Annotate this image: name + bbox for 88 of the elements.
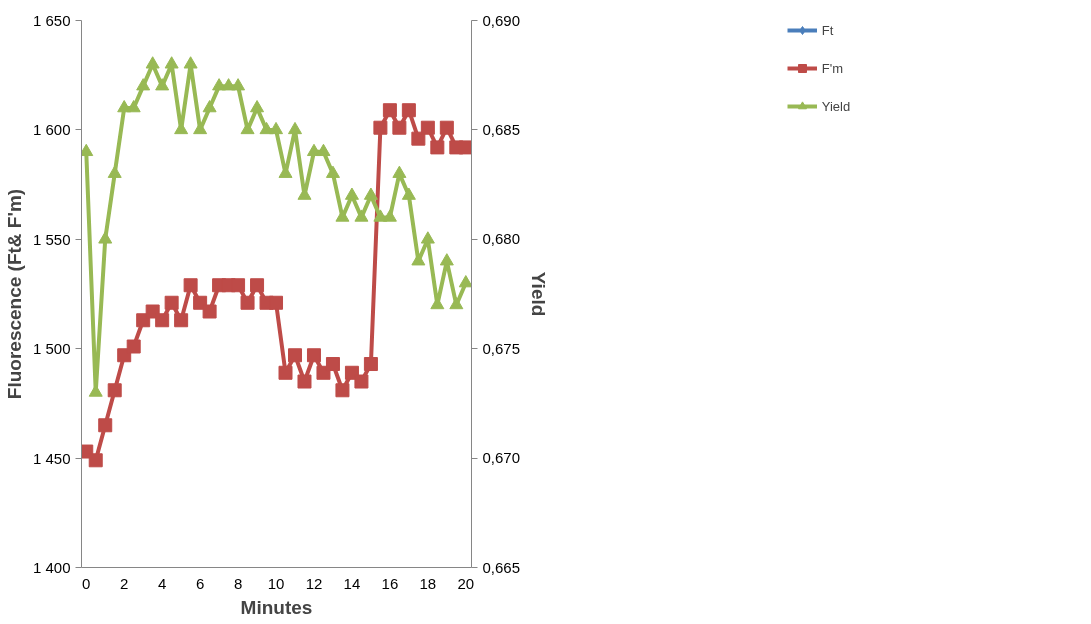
point xyxy=(269,121,284,135)
point xyxy=(107,165,122,178)
x-tick-label: 10 xyxy=(267,574,285,592)
point xyxy=(240,121,255,135)
point xyxy=(126,100,141,113)
point xyxy=(202,304,217,319)
point xyxy=(250,100,265,113)
point xyxy=(231,78,246,91)
y2-tick-label: 0,690 xyxy=(482,11,521,29)
legend-label: F'm xyxy=(821,60,844,76)
x-tick-label: 6 xyxy=(195,574,205,592)
point xyxy=(335,383,350,398)
y2-tick-label: 0,665 xyxy=(482,558,521,576)
point xyxy=(306,143,321,157)
point xyxy=(250,278,265,293)
point xyxy=(240,295,255,310)
point xyxy=(164,295,179,310)
y-tick-label: 1 550 xyxy=(32,230,71,248)
point xyxy=(183,278,198,293)
point xyxy=(107,383,122,398)
point xyxy=(278,365,293,380)
x-tick-label: 4 xyxy=(157,574,167,592)
y-tick-label: 1 500 xyxy=(32,340,71,358)
point xyxy=(458,275,472,288)
point xyxy=(325,165,340,178)
y2-axis-title: Yield xyxy=(528,271,550,317)
point xyxy=(430,140,445,155)
x-tick-label: 2 xyxy=(120,574,129,592)
point xyxy=(164,56,179,69)
y2-tick-label: 0,685 xyxy=(482,120,521,138)
point xyxy=(288,348,302,363)
point xyxy=(288,121,302,135)
point xyxy=(155,313,170,328)
point xyxy=(439,253,454,266)
point xyxy=(382,209,397,222)
point xyxy=(325,357,340,372)
point xyxy=(392,120,407,135)
point xyxy=(401,187,416,200)
x-tick-label: 18 xyxy=(419,574,437,592)
legend-label: Yield xyxy=(821,98,851,114)
x-tick-label: 14 xyxy=(343,574,361,592)
point xyxy=(98,418,113,433)
x-tick-label: 8 xyxy=(233,574,243,592)
point xyxy=(231,278,246,293)
point xyxy=(335,209,350,222)
x-tick-label: 16 xyxy=(381,574,399,592)
y2-tick-label: 0,680 xyxy=(482,230,521,248)
point xyxy=(306,348,321,363)
point xyxy=(354,209,369,222)
point xyxy=(145,56,160,69)
point xyxy=(269,295,284,310)
y-tick-label: 1 450 xyxy=(32,449,71,467)
point xyxy=(420,120,435,135)
y2-tick-label: 0,675 xyxy=(482,339,521,357)
point xyxy=(344,187,359,200)
x-tick-label: 0 xyxy=(82,574,91,592)
point xyxy=(88,453,103,468)
y-tick-label: 1 400 xyxy=(32,559,71,576)
x-tick-label: 20 xyxy=(457,574,475,592)
point xyxy=(401,103,416,118)
y-tick-label: 1 600 xyxy=(32,121,71,139)
point xyxy=(202,100,217,113)
point xyxy=(297,374,312,389)
point xyxy=(392,165,407,178)
point xyxy=(363,187,378,200)
point xyxy=(354,374,369,389)
point xyxy=(363,357,378,372)
x-axis-title: Minutes xyxy=(240,596,313,618)
point xyxy=(420,231,435,244)
point xyxy=(411,131,426,146)
point xyxy=(174,313,189,328)
y-tick-label: 1 650 xyxy=(32,12,71,29)
point xyxy=(449,296,464,310)
point xyxy=(382,103,397,118)
x-tick-label: 12 xyxy=(305,574,323,592)
point xyxy=(126,339,141,354)
point xyxy=(373,120,388,135)
legend-label: Ft xyxy=(821,22,835,38)
point xyxy=(439,120,454,135)
point xyxy=(316,143,331,157)
point xyxy=(155,78,170,91)
point xyxy=(458,140,472,155)
point xyxy=(183,56,198,69)
point xyxy=(98,231,113,244)
point xyxy=(136,78,151,91)
y2-tick-label: 0,670 xyxy=(482,449,521,467)
y-axis-title: Fluorescence (Ft& F'm) xyxy=(3,188,25,400)
point xyxy=(81,143,94,157)
